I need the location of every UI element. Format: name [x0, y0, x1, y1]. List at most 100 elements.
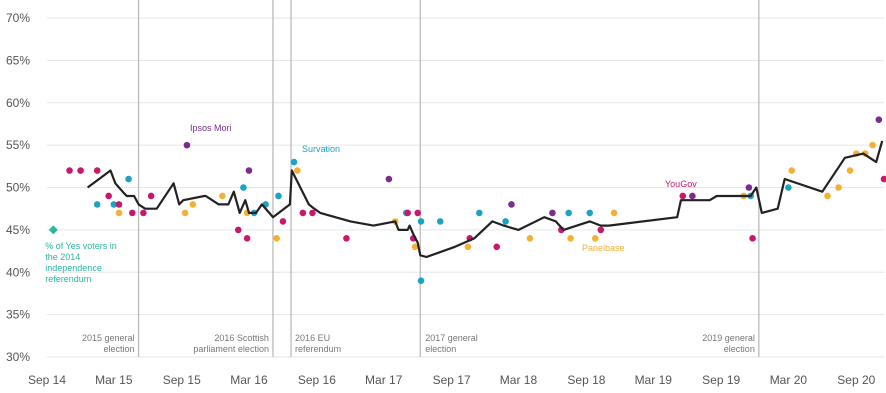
- poll-point-survation: [110, 201, 118, 208]
- x-tick-label: Sep 19: [702, 373, 740, 387]
- poll-point-yougov: [77, 167, 84, 174]
- x-tick-label: Mar 15: [95, 373, 133, 387]
- y-tick-label: 45%: [6, 223, 30, 237]
- poll-point-yougov: [414, 209, 421, 217]
- trend-line-path: [86, 140, 884, 259]
- y-tick-label: 60%: [6, 96, 30, 110]
- poll-point-survation: [240, 184, 247, 191]
- poll-point-panelbase: [567, 235, 574, 242]
- poll-point-survation: [290, 158, 298, 166]
- referendum-label: % of Yes voters in the 2014 independence re…: [45, 241, 117, 284]
- poll-point-yougov: [234, 226, 242, 234]
- event-label: 2016 EU referendum: [295, 333, 341, 354]
- y-tick-label: 70%: [6, 11, 30, 25]
- pollster-label: Ipsos Mori: [190, 123, 232, 133]
- event-label: 2016 Scottish parliament election: [193, 333, 269, 354]
- poll-point-panelbase: [526, 235, 534, 242]
- poll-point-panelbase: [788, 167, 795, 174]
- x-tick-label: Sep 20: [837, 373, 875, 387]
- x-axis: Sep 14 Mar 15 Sep 15 Mar 16 Sep 16 Mar 17 Sep …: [28, 373, 876, 387]
- pollster-label: Survation: [302, 144, 340, 154]
- poll-point-panelbase: [869, 141, 876, 149]
- poll-point-yougov: [597, 226, 605, 234]
- x-tick-label: Sep 14: [28, 373, 66, 387]
- poll-point-survation: [502, 218, 509, 225]
- poll-point-panelbase: [115, 209, 123, 217]
- pollster-label: YouGov: [665, 179, 697, 189]
- poll-points: [66, 116, 886, 285]
- y-tick-label: 40%: [6, 265, 30, 279]
- y-axis: 30% 35% 40% 45% 50% 55% 60% 65% 70%: [6, 11, 30, 364]
- event-lines: 2015 general election 2016 Scottish parliam…: [82, 0, 760, 357]
- poll-point-yougov: [493, 243, 500, 251]
- poll-point-ipsos-mori: [183, 141, 191, 149]
- poll-point-survation: [93, 201, 101, 208]
- y-tick-label: 55%: [6, 138, 30, 152]
- poll-point-yougov: [404, 209, 412, 217]
- poll-point-ipsos-mori: [245, 167, 253, 174]
- poll-point-panelbase: [273, 235, 280, 242]
- poll-point-yougov: [880, 175, 886, 183]
- x-tick-label: Mar 20: [770, 373, 808, 387]
- poll-point-survation: [476, 209, 483, 217]
- poll-point-survation: [586, 209, 594, 217]
- poll-point-yougov: [140, 209, 147, 217]
- poll-point-survation: [275, 192, 282, 200]
- poll-point-panelbase: [610, 209, 618, 217]
- event-label: 2017 general election: [425, 333, 478, 354]
- poll-point-yougov: [147, 192, 155, 200]
- y-tick-label: 30%: [6, 350, 30, 364]
- poll-point-yougov: [128, 209, 136, 217]
- poll-point-survation: [417, 277, 425, 285]
- poll-point-yougov: [279, 218, 287, 225]
- x-tick-label: Mar 17: [365, 373, 403, 387]
- x-tick-label: Sep 15: [163, 373, 201, 387]
- x-tick-label: Sep 18: [567, 373, 605, 387]
- poll-point-panelbase: [824, 192, 831, 200]
- x-tick-label: Mar 19: [635, 373, 673, 387]
- poll-point-panelbase: [219, 192, 226, 200]
- poll-point-yougov: [93, 167, 101, 174]
- poll-point-yougov: [309, 209, 316, 217]
- poll-point-ipsos-mori: [875, 116, 883, 123]
- poll-point-yougov: [66, 167, 73, 174]
- poll-point-ipsos-mori: [689, 192, 696, 200]
- x-tick-label: Sep 17: [433, 373, 471, 387]
- x-tick-label: Mar 18: [500, 373, 538, 387]
- poll-point-yougov: [343, 235, 350, 242]
- poll-point-yougov: [105, 192, 112, 200]
- poll-point-yougov: [749, 235, 756, 242]
- poll-point-ipsos-mori: [508, 201, 515, 208]
- referendum-marker: % of Yes voters in the 2014 independence re…: [45, 225, 117, 284]
- poll-point-yougov: [243, 235, 251, 242]
- poll-point-panelbase: [591, 235, 599, 242]
- pollster-labels: Ipsos Mori Survation YouGov Panelbase: [190, 123, 697, 253]
- poll-point-survation: [436, 218, 444, 225]
- referendum-diamond: [48, 225, 58, 235]
- event-label: 2019 general election: [702, 333, 755, 354]
- y-tick-label: 50%: [6, 181, 30, 195]
- poll-point-yougov: [679, 192, 687, 200]
- y-tick-label: 65%: [6, 53, 30, 67]
- pollster-label: Panelbase: [582, 243, 625, 253]
- poll-point-panelbase: [189, 201, 197, 208]
- poll-point-survation: [785, 184, 792, 191]
- poll-point-ipsos-mori: [549, 209, 556, 217]
- poll-point-survation: [417, 218, 425, 225]
- poll-point-ipsos-mori: [385, 175, 393, 183]
- poll-point-panelbase: [294, 167, 301, 174]
- poll-point-yougov: [115, 201, 123, 208]
- poll-point-panelbase: [835, 184, 842, 191]
- trend-line: [86, 140, 884, 259]
- y-tick-label: 35%: [6, 308, 30, 322]
- poll-point-panelbase: [846, 167, 854, 174]
- poll-point-yougov: [299, 209, 307, 217]
- poll-point-panelbase: [181, 209, 189, 217]
- poll-point-survation: [125, 175, 132, 183]
- x-tick-label: Sep 16: [298, 373, 336, 387]
- poll-point-ipsos-mori: [745, 184, 753, 191]
- event-label: 2015 general election: [82, 333, 135, 354]
- poll-point-panelbase: [411, 243, 419, 251]
- poll-point-panelbase: [464, 243, 472, 251]
